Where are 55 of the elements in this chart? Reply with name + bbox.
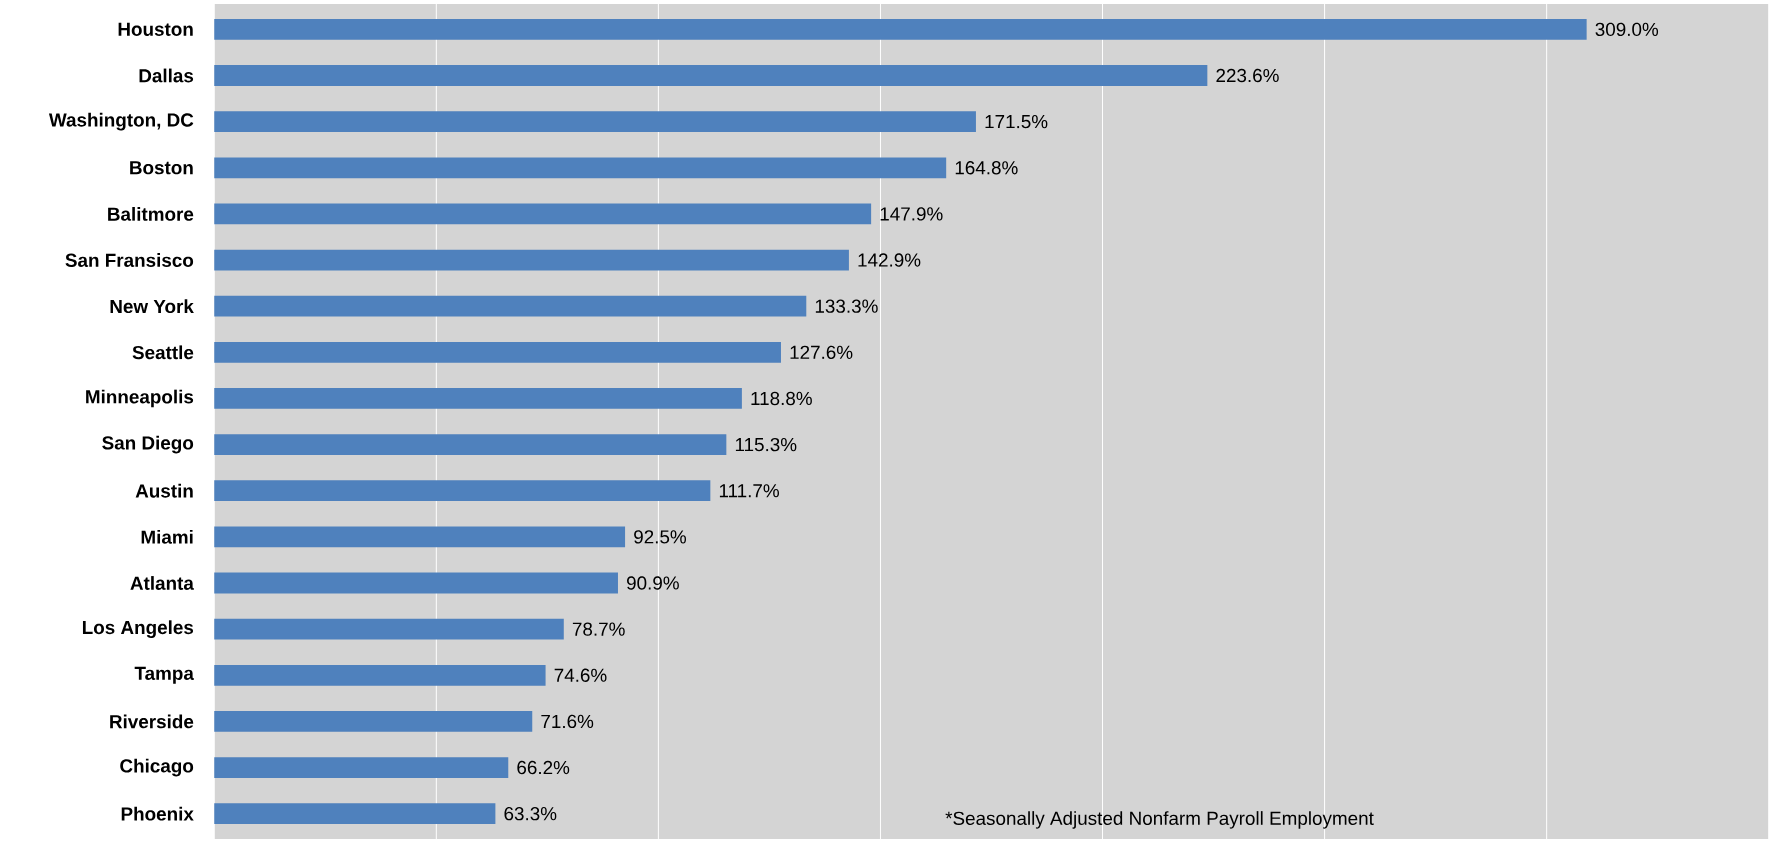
- y-tick-label: Seattle: [132, 345, 194, 360]
- y-tick-label: San Diego: [102, 435, 194, 454]
- y-tick-label: Los Angeles: [82, 620, 194, 639]
- y-tick-label: Phoenix: [121, 806, 194, 821]
- y-tick-label: Riverside: [110, 714, 194, 729]
- bar: [214, 711, 533, 732]
- annotation: *Seasonally Adjusted Nonfarm Payroll Employment: [945, 811, 1374, 829]
- data-label: 164.8%: [955, 161, 1018, 175]
- data-label: 147.9%: [880, 207, 943, 221]
- y-tick-label: San Fransisco: [65, 253, 194, 268]
- y-tick-label: Miami: [141, 530, 193, 544]
- data-label: 133.3%: [815, 299, 878, 313]
- y-tick-label: Chicago: [120, 758, 194, 777]
- data-label: 92.5%: [634, 530, 687, 544]
- data-label: 78.7%: [572, 622, 625, 636]
- bar: [214, 111, 976, 133]
- y-tick-label: Dallas: [139, 68, 194, 83]
- y-tick-label: Tampa: [134, 666, 194, 684]
- y-tick-label: Boston: [130, 161, 193, 175]
- y-tick-label: Balitmore: [108, 207, 194, 221]
- bar: [214, 618, 564, 640]
- y-tick-label: Washington, DC: [48, 112, 194, 131]
- data-label: 111.7%: [719, 484, 779, 498]
- y-tick-label: Minneapolis: [86, 389, 194, 408]
- bar: [214, 572, 618, 594]
- bar: [214, 65, 1208, 86]
- bar: [214, 434, 727, 456]
- bar: [214, 757, 509, 779]
- data-label: 71.6%: [541, 714, 594, 729]
- bar: [214, 249, 849, 271]
- y-tick-label: New York: [110, 299, 194, 314]
- data-label: 142.9%: [858, 253, 921, 267]
- data-label: 90.9%: [627, 576, 679, 590]
- bar: [214, 480, 711, 502]
- bar: [214, 203, 872, 225]
- data-label: 171.5%: [985, 115, 1048, 129]
- data-label: 127.6%: [790, 345, 853, 360]
- bar: [214, 664, 546, 686]
- y-tick-label: Austin: [135, 483, 193, 498]
- bar: [214, 342, 781, 363]
- bar: [214, 157, 947, 179]
- bar: [214, 19, 1587, 40]
- bar: [214, 526, 626, 548]
- data-label: 309.0%: [1595, 22, 1659, 37]
- bar: [214, 295, 807, 317]
- data-label: 223.6%: [1216, 68, 1279, 83]
- bar: [214, 388, 742, 409]
- data-label: 115.3%: [735, 438, 797, 452]
- data-label: 63.3%: [504, 807, 557, 821]
- y-tick-label: Houston: [118, 22, 193, 37]
- y-tick-label: Atlanta: [130, 576, 194, 591]
- data-label: 118.8%: [751, 391, 812, 406]
- data-label: 66.2%: [517, 760, 570, 775]
- bar: [214, 803, 496, 825]
- data-label: 74.6%: [554, 668, 607, 683]
